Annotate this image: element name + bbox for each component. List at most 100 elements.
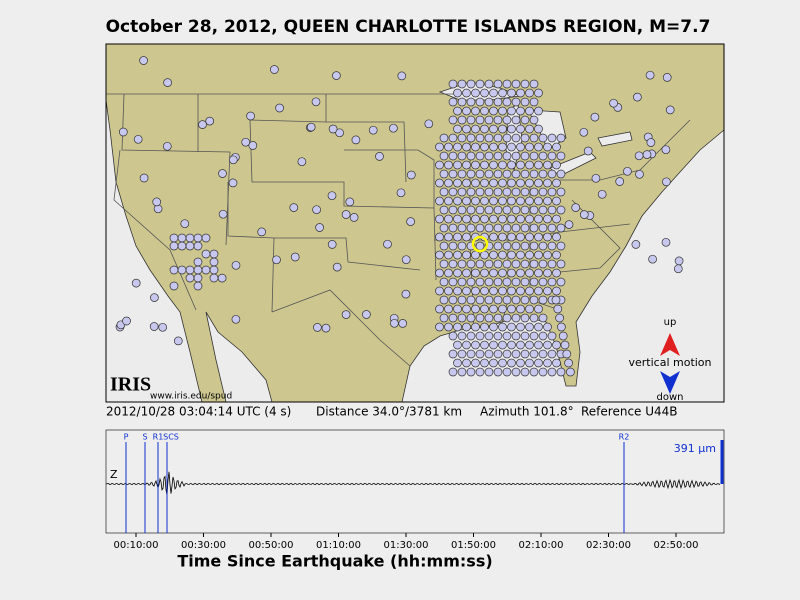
station <box>462 88 471 98</box>
phase-label: R1 <box>153 433 164 442</box>
station <box>345 197 355 207</box>
station <box>193 281 203 291</box>
station <box>444 196 453 206</box>
station <box>118 127 128 137</box>
station <box>498 196 507 206</box>
station <box>520 349 530 359</box>
station <box>566 367 575 377</box>
station <box>489 304 498 314</box>
station <box>538 313 548 323</box>
station <box>502 133 512 143</box>
station <box>511 349 521 359</box>
station <box>462 232 471 242</box>
station <box>552 142 561 152</box>
station <box>507 106 516 116</box>
land <box>105 43 725 403</box>
station <box>457 367 467 377</box>
station <box>193 265 203 275</box>
station <box>448 151 458 161</box>
station <box>529 241 539 251</box>
station <box>209 257 219 267</box>
station <box>466 313 476 323</box>
station <box>543 160 552 170</box>
station <box>462 322 471 332</box>
station <box>471 250 480 260</box>
station <box>538 133 548 143</box>
station <box>529 187 539 197</box>
station <box>493 367 503 377</box>
station <box>435 304 444 314</box>
station <box>327 240 337 249</box>
station <box>471 286 480 296</box>
station <box>466 169 476 179</box>
station <box>547 133 557 143</box>
station <box>489 106 498 116</box>
station <box>462 214 471 224</box>
station <box>466 295 476 305</box>
station <box>493 151 503 161</box>
station <box>475 79 485 89</box>
station <box>444 286 453 296</box>
station <box>448 295 458 305</box>
station <box>493 115 503 125</box>
station <box>534 106 543 116</box>
station <box>543 232 552 242</box>
station <box>507 196 516 206</box>
station <box>502 169 512 179</box>
station <box>471 142 480 152</box>
station <box>552 160 561 170</box>
station <box>538 241 548 251</box>
station <box>484 277 494 287</box>
info-reference: Reference U44B <box>581 405 678 419</box>
station <box>529 169 539 179</box>
station <box>525 106 534 116</box>
station <box>453 286 462 296</box>
reference-station <box>471 235 489 253</box>
station <box>645 70 655 80</box>
x-tick-label: 02:30:00 <box>586 540 631 551</box>
station <box>520 313 530 323</box>
station <box>471 214 480 224</box>
station <box>489 160 498 170</box>
station <box>502 331 512 341</box>
station <box>475 223 485 233</box>
station <box>466 97 476 107</box>
station <box>534 160 543 170</box>
station <box>169 241 179 251</box>
station <box>457 349 467 359</box>
station <box>466 205 476 215</box>
station <box>484 205 494 215</box>
station <box>493 133 503 143</box>
legend-label: vertical motion <box>628 356 711 369</box>
station <box>439 313 449 323</box>
station <box>520 133 530 143</box>
station <box>538 331 548 341</box>
station <box>401 255 411 265</box>
station <box>648 254 657 264</box>
map: up vertical motion down IRIS www.iris.ed… <box>105 43 725 403</box>
station <box>435 286 444 296</box>
station <box>489 322 498 332</box>
station <box>529 223 539 233</box>
station <box>507 268 516 278</box>
station <box>457 187 467 197</box>
station <box>444 160 453 170</box>
station <box>489 358 498 368</box>
station <box>507 232 516 242</box>
station <box>493 259 503 269</box>
station <box>453 340 462 350</box>
station <box>556 259 566 269</box>
station <box>552 178 561 188</box>
station <box>439 133 449 143</box>
station <box>511 223 521 233</box>
station <box>218 209 228 219</box>
station <box>507 178 516 188</box>
station <box>538 151 548 161</box>
station <box>538 205 548 215</box>
station <box>448 367 458 377</box>
station <box>516 178 525 188</box>
station <box>516 124 525 134</box>
station <box>453 214 462 224</box>
station <box>475 259 485 269</box>
